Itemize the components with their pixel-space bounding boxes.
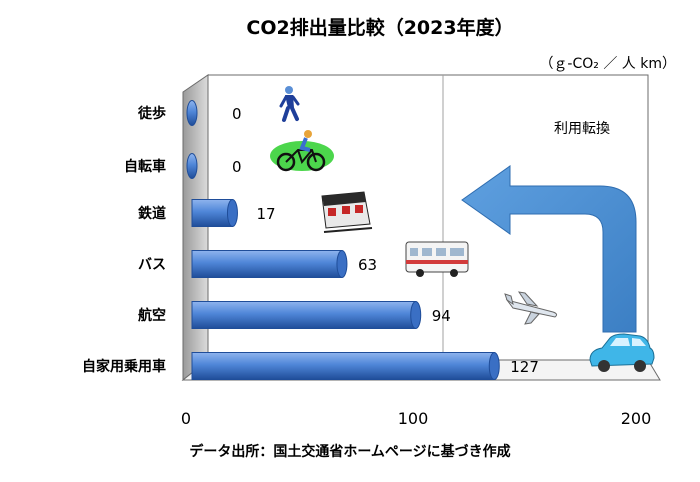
walking-person-icon [279, 86, 300, 122]
bar-1 [186, 153, 198, 179]
value-label-2: 17 [256, 205, 275, 223]
category-label-5: 自家用乗用車 [82, 358, 166, 375]
value-label-3: 63 [358, 256, 377, 274]
bar-0 [186, 100, 198, 126]
x-tick-labels: 0 100 200 [181, 409, 651, 428]
bar-3 [191, 250, 343, 278]
x-tick-0: 0 [181, 409, 191, 428]
x-tick-1: 100 [398, 409, 429, 428]
bar-end-5 [488, 352, 500, 380]
bar-end-4 [410, 301, 422, 329]
airplane-icon [504, 291, 558, 325]
bicycle-icon [270, 130, 334, 172]
value-label-4: 94 [432, 307, 451, 325]
category-label-0: 徒歩 [137, 105, 166, 122]
bar-2 [191, 199, 233, 227]
category-label-2: 鉄道 [138, 205, 166, 222]
source-note: データ出所：国土交通省ホームページに基づき作成 [189, 443, 510, 460]
bus-icon [405, 241, 469, 277]
x-tick-2: 200 [621, 409, 652, 428]
category-label-1: 自転車 [124, 158, 166, 175]
bar-4 [191, 301, 417, 329]
modal-shift-arrow [461, 165, 637, 333]
bar-end-3 [336, 250, 348, 278]
category-label-3: バス [138, 257, 166, 273]
value-label-5: 127 [510, 358, 539, 376]
value-label-0: 0 [232, 105, 242, 123]
bar-5 [191, 352, 495, 380]
value-labels: 0 0 17 63 94 127 [232, 105, 539, 376]
value-label-1: 0 [232, 158, 242, 176]
modal-shift-label: 利用転換 [554, 121, 610, 137]
bars-group [186, 100, 500, 380]
category-label-4: 航空 [138, 307, 166, 324]
car-icon [589, 333, 655, 372]
chart-title: CO2排出量比較（2023年度） [246, 16, 513, 39]
bar-end-2 [226, 199, 238, 227]
train-icon [321, 191, 373, 233]
unit-label: （ｇ-CO₂ ／ 人 km） [539, 56, 676, 72]
